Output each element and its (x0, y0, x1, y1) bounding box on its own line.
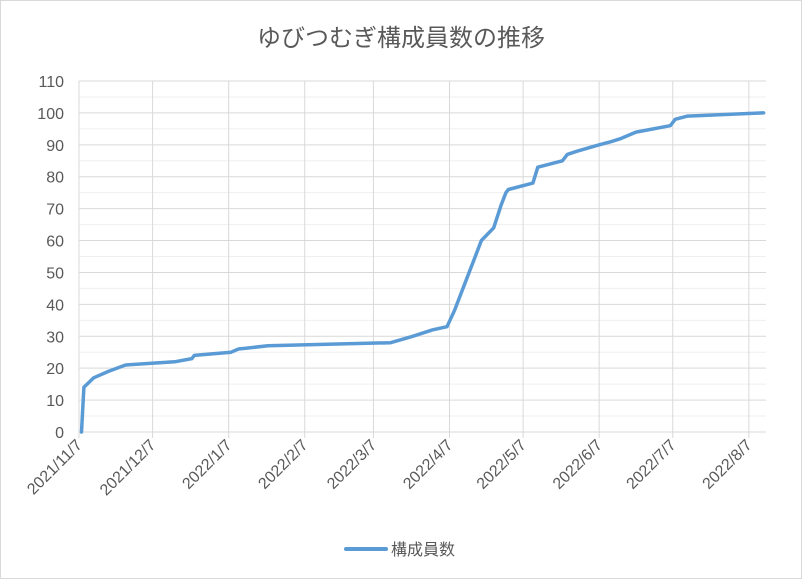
legend-label: 構成員数 (391, 541, 455, 559)
gridlines (79, 81, 766, 438)
chart-title: ゆびつむぎ構成員数の推移 (257, 25, 545, 52)
y-tick-label: 110 (38, 74, 64, 91)
y-tick-label: 40 (46, 297, 64, 314)
x-tick-label: 2022/1/7 (179, 437, 235, 493)
y-tick-label: 20 (46, 361, 64, 378)
x-tick-label: 2022/3/7 (324, 437, 380, 493)
y-axis: 0 10 20 30 40 50 60 70 80 90 100 110 (37, 74, 64, 442)
x-tick-label: 2022/2/7 (255, 437, 311, 493)
y-tick-label: 10 (46, 393, 64, 410)
y-tick-label: 60 (46, 234, 64, 251)
y-tick-label: 30 (46, 329, 64, 346)
x-tick-label: 2022/4/7 (400, 437, 456, 493)
x-tick-label: 2022/7/7 (624, 437, 680, 493)
x-tick-label: 2021/12/7 (97, 437, 159, 499)
x-tick-label: 2021/11/7 (24, 437, 86, 499)
y-tick-label: 0 (55, 425, 64, 442)
y-tick-label: 100 (37, 106, 64, 123)
y-tick-label: 50 (46, 265, 64, 282)
x-tick-label: 2022/6/7 (550, 437, 606, 493)
y-tick-label: 90 (46, 138, 64, 155)
x-tick-label: 2022/5/7 (474, 437, 530, 493)
legend: 構成員数 (346, 541, 455, 559)
y-tick-label: 80 (46, 170, 64, 187)
y-tick-label: 70 (46, 202, 64, 219)
x-tick-label: 2022/8/7 (700, 437, 756, 493)
